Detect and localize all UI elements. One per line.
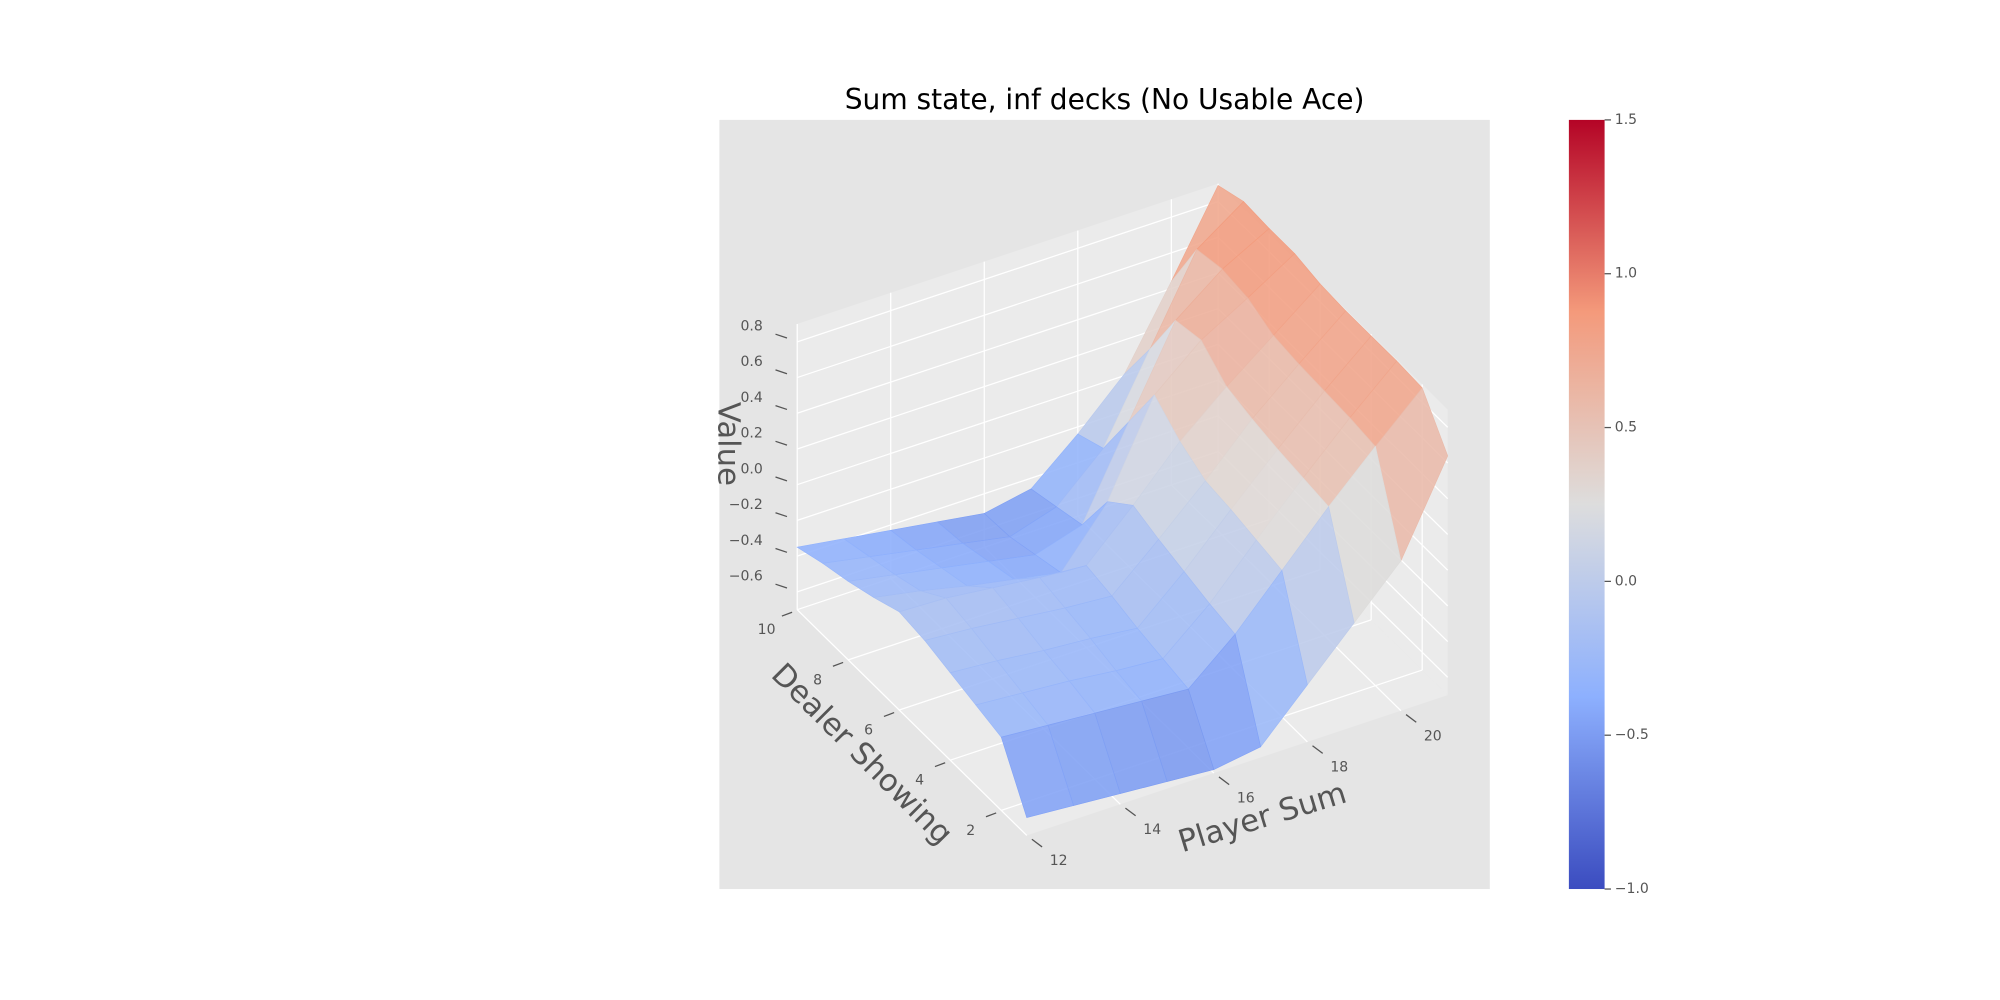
y-tick-mark: [934, 762, 946, 768]
y-tick-mark: [883, 711, 895, 718]
z-tick-mark: [775, 476, 788, 482]
grid-line: [796, 200, 1219, 343]
z-tick-mark: [775, 547, 788, 553]
z-tick-mark: [775, 333, 788, 339]
y-tick-mark: [832, 661, 844, 667]
x-tick-mark: [1031, 838, 1043, 848]
colorbar-tick-label: −0.5: [1615, 727, 1649, 743]
x-tick-label: 20: [1424, 728, 1442, 744]
y-tick-label: 6: [864, 722, 873, 738]
grid-line: [796, 236, 1219, 379]
z-tick-label: −0.4: [729, 533, 763, 549]
z-tick-mark: [775, 440, 788, 446]
x-tick-label: 14: [1143, 822, 1161, 838]
colorbar-tick-label: 1.0: [1615, 266, 1637, 282]
y-tick-mark: [781, 611, 793, 617]
y-tick-label: 8: [813, 672, 822, 688]
z-tick-label: −0.2: [729, 497, 763, 513]
grid-line: [796, 609, 1028, 836]
colorbar-tick-label: 0.5: [1615, 420, 1637, 436]
z-tick-label: 0.0: [740, 461, 762, 477]
x-tick-mark: [1405, 714, 1417, 723]
colorbar-tick-label: −1.0: [1615, 881, 1649, 897]
z-tick-mark: [775, 512, 788, 518]
plot: Sum state, inf decks (No Usable Ace) Pla…: [711, 83, 1649, 897]
y-tick-label: 10: [758, 622, 776, 638]
surface-patch: [1000, 724, 1074, 818]
z-tick-label: 0.2: [740, 426, 762, 442]
colorbar-tick-label: 1.5: [1615, 112, 1637, 128]
z-tick-label: 0.6: [740, 354, 762, 370]
z-axis-label: Value: [711, 402, 746, 486]
colorbar: [1568, 119, 1605, 890]
x-tick-mark: [1218, 776, 1230, 786]
grid-line: [796, 272, 1219, 414]
chart-title: Sum state, inf decks (No Usable Ace): [845, 83, 1365, 116]
y-tick-label: 4: [915, 773, 924, 789]
z-tick-mark: [775, 405, 788, 411]
z-tick-mark: [775, 369, 788, 375]
y-tick-mark: [985, 812, 997, 818]
z-tick-label: 0.8: [740, 319, 762, 335]
z-tick-mark: [775, 583, 788, 589]
z-tick-label: −0.6: [729, 569, 763, 585]
colorbar-tick-label: 0.0: [1615, 573, 1637, 589]
x-tick-label: 18: [1330, 759, 1348, 775]
x-tick-mark: [1125, 807, 1137, 817]
x-tick-label: 16: [1237, 791, 1255, 807]
x-tick-mark: [1312, 745, 1324, 754]
x-tick-label: 12: [1050, 853, 1068, 869]
y-tick-label: 2: [966, 823, 975, 839]
z-tick-label: 0.4: [740, 390, 762, 406]
